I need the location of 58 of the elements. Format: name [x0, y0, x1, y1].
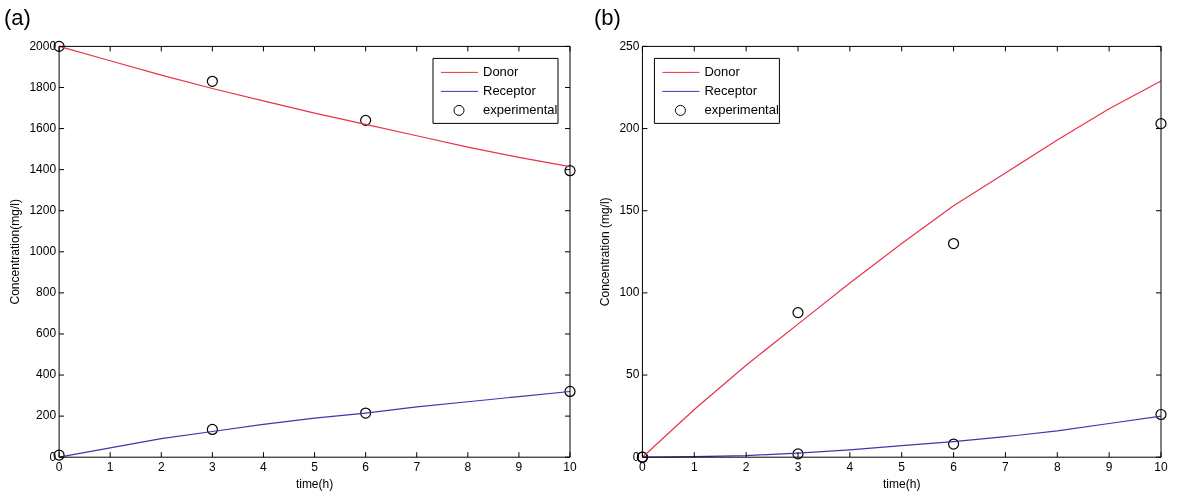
y-tick-label: 1600 [29, 120, 57, 135]
y-tick-label: 400 [36, 367, 57, 382]
x-tick-label: 10 [563, 459, 577, 474]
y-tick-label: 250 [619, 38, 640, 53]
point [947, 237, 960, 250]
point [564, 385, 576, 398]
y-tick-label: 200 [36, 408, 57, 423]
x-axis-title: time(h) [883, 477, 921, 492]
y-axis-title: Concentration(mg/l) [7, 199, 22, 305]
legend-label: Receptor [483, 82, 537, 98]
y-tick-label: 1800 [29, 79, 57, 94]
x-tick-label: 6 [362, 459, 370, 474]
point [206, 423, 218, 436]
point [1155, 118, 1167, 130]
x-tick-label: 7 [413, 459, 421, 474]
chart-title: (b) [594, 5, 621, 31]
y-tick-label: 150 [619, 203, 640, 218]
x-axis-title: time(h) [295, 477, 334, 492]
legend-label: experimental [483, 101, 558, 117]
y-tick-label: 50 [626, 367, 640, 382]
y-tick-label: 1200 [29, 203, 57, 218]
x-tick-label: 5 [311, 459, 319, 474]
legend-label: Donor [704, 63, 741, 79]
y-axis-title: Concentration (mg/l) [597, 197, 612, 307]
x-tick-label: 1 [106, 459, 114, 474]
y-tick-label: 1400 [29, 161, 57, 176]
x-tick-label: 10 [1154, 459, 1168, 474]
y-tick-label: 800 [36, 285, 57, 300]
x-tick-label: 4 [846, 459, 854, 474]
point [792, 448, 804, 460]
x-tick-label: 7 [1002, 459, 1010, 474]
point [564, 165, 576, 177]
x-tick-label: 3 [209, 459, 217, 474]
x-tick-label: 8 [1053, 459, 1061, 474]
point [360, 407, 372, 419]
y-tick-label: 100 [619, 285, 640, 300]
x-tick-label: 2 [742, 459, 750, 474]
x-tick-label: 6 [950, 459, 958, 474]
x-tick-label: 1 [690, 459, 698, 474]
y-tick-label: 1000 [29, 244, 57, 259]
point [206, 75, 218, 87]
legend-label: Receptor [704, 82, 758, 98]
x-tick-label: 9 [515, 459, 523, 474]
y-tick-label: 200 [619, 120, 640, 135]
x-tick-label: 2 [157, 459, 165, 474]
x-tick-label: 3 [794, 459, 802, 474]
x-tick-label: 8 [464, 459, 472, 474]
point [947, 438, 960, 450]
x-tick-label: 5 [898, 459, 906, 474]
y-tick-label: 600 [36, 326, 57, 341]
chart-title: (a) [4, 5, 31, 31]
x-tick-label: 9 [1105, 459, 1113, 474]
point [360, 114, 372, 126]
x-tick-label: 4 [260, 459, 268, 474]
legend-label: experimental [704, 101, 779, 117]
point [792, 307, 804, 319]
point [1155, 408, 1167, 421]
legend-label: Donor [483, 63, 520, 79]
